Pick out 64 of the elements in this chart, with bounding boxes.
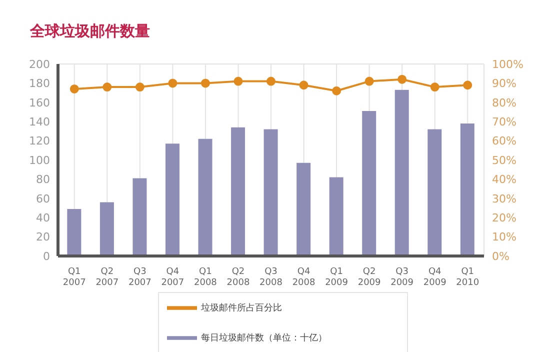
y2-tick-label: 20% — [492, 212, 516, 225]
point — [332, 86, 342, 96]
x-tick-label: Q1 2007 — [62, 267, 86, 288]
bar — [165, 144, 180, 256]
y-tick-label: 40 — [36, 212, 50, 225]
bar — [460, 124, 474, 256]
point — [463, 80, 472, 90]
x-tick-label: Q3 2009 — [390, 267, 414, 288]
x-tick-label: Q3 2008 — [260, 267, 283, 288]
point — [135, 82, 144, 92]
y2-tick-label: 10% — [492, 230, 516, 244]
y2-tick-label: 90% — [492, 77, 516, 90]
y-tick-label: 60 — [36, 192, 50, 206]
point — [234, 76, 243, 86]
y2-tick-label: 50% — [492, 154, 516, 167]
x-tick-label: Q2 2007 — [96, 267, 119, 288]
bar — [198, 138, 212, 256]
point — [102, 82, 112, 92]
y2-tick-label: 80% — [492, 96, 516, 110]
point — [398, 74, 407, 84]
x-tick-label: Q1 2008 — [194, 267, 218, 288]
bar — [231, 127, 246, 256]
y-tick-label: 120 — [29, 134, 50, 148]
legend-label: 每日垃圾邮件数（单位：十亿） — [201, 333, 327, 344]
y-tick-label: 180 — [29, 77, 50, 90]
bar — [100, 202, 114, 256]
y-tick-label: 140 — [29, 116, 50, 129]
y-tick-label: 20 — [36, 230, 50, 244]
x-tick-label: Q2 2008 — [226, 267, 250, 288]
x-tick-label: Q2 2009 — [358, 267, 382, 288]
bar — [394, 90, 409, 256]
y2-tick-label: 100% — [492, 58, 524, 71]
y2-tick-label: 30% — [492, 192, 516, 206]
point — [430, 82, 440, 92]
bar — [67, 208, 82, 256]
x-tick-label: Q1 2009 — [325, 267, 348, 288]
y-tick-label: 200 — [29, 58, 50, 71]
bar — [362, 111, 376, 256]
x-tick-label: Q1 2010 — [456, 267, 480, 288]
y2-tick-label: 60% — [492, 134, 516, 148]
point — [266, 76, 276, 86]
bar — [264, 129, 278, 256]
point — [70, 84, 79, 94]
chart-title: 全球垃圾邮件数量 — [28, 21, 151, 42]
bar — [132, 178, 147, 256]
bar — [296, 162, 311, 256]
point — [200, 78, 210, 88]
y-tick-label: 80 — [36, 173, 50, 186]
legend-label: 垃圾邮件所占百分比 — [201, 303, 282, 314]
y-tick-label: 100 — [29, 154, 50, 167]
bar — [428, 129, 442, 256]
point — [168, 78, 178, 88]
x-tick-label: Q4 2009 — [423, 267, 447, 288]
x-tick-label: Q3 2007 — [128, 267, 152, 288]
x-tick-label: Q4 2008 — [292, 267, 316, 288]
point — [364, 76, 374, 86]
y2-tick-label: 40% — [492, 173, 516, 186]
point — [299, 80, 308, 90]
y-tick-label: 0 — [43, 250, 50, 263]
bar — [329, 177, 344, 256]
y-tick-label: 160 — [29, 96, 50, 110]
x-tick-label: Q4 2007 — [161, 267, 184, 288]
y2-tick-label: 70% — [492, 116, 516, 129]
y2-tick-label: 0% — [492, 250, 510, 263]
